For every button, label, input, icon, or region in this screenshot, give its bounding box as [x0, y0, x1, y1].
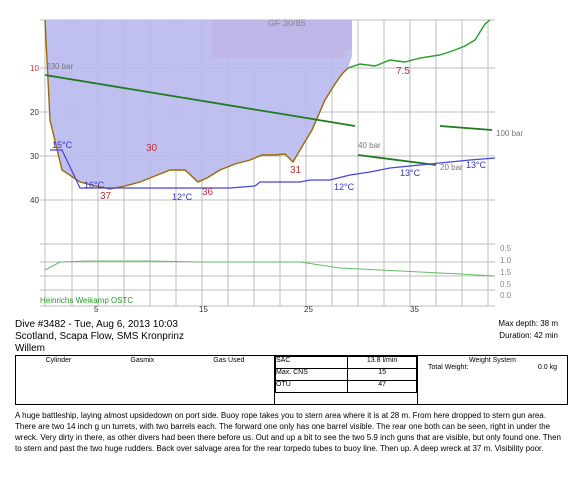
cns-label: Max. CNS [274, 368, 349, 381]
temp-label-1: 15°C [52, 140, 73, 150]
depth-label-31: 31 [290, 165, 302, 176]
tank-tick-5: 0.0 [500, 291, 512, 300]
temperature-line [50, 149, 496, 189]
dive-profile-chart [40, 19, 496, 307]
sac-value: 13.8 l/min [347, 356, 417, 369]
duration: Duration: 42 min [499, 331, 558, 340]
otu-label: OTU [274, 380, 349, 393]
tank-tick-1: 0.5 [500, 244, 512, 253]
gas-used-header: Gas Used [213, 357, 245, 364]
tank-tick-3: 1.5 [500, 268, 512, 277]
y-tick-40: 40 [30, 196, 39, 205]
cylinder-header: Cylinder [45, 357, 72, 364]
y-tick-10: 10 [30, 64, 39, 73]
temp-label-2: 16°C [84, 180, 105, 190]
dive-notes: A huge battleship, laying almost upsided… [15, 411, 561, 453]
max-depth: Max depth: 38 m [498, 319, 558, 328]
tank-tick-4: 0.5 [500, 280, 512, 289]
tank-pressure-lines [44, 74, 493, 166]
depth-area [45, 20, 352, 189]
depth-label-30: 30 [146, 143, 158, 154]
tank-line [44, 260, 496, 277]
dive-buddy: Willem [15, 343, 45, 354]
x-tick-35: 35 [410, 305, 419, 314]
x-tick-15: 15 [199, 305, 208, 314]
weight-section: Weight System Total Weight: 0.0 kg [417, 355, 568, 405]
gear-table: Cylinder Gasmix Gas Used SAC 13.8 l/min M… [15, 355, 568, 405]
sac-label: SAC [274, 356, 349, 369]
temp-label-4: 12°C [334, 182, 355, 192]
tank-tick-2: 1.0 [500, 256, 512, 265]
weight-label: Total Weight: [428, 364, 469, 371]
temp-label-5: 13°C [400, 168, 421, 178]
depth-label-7-5: 7.5 [396, 66, 410, 77]
y-tick-30: 30 [30, 152, 39, 161]
pressure-label-start: 230 bar [46, 62, 74, 71]
pressure-label-mid: 40 bar [358, 141, 381, 150]
dive-location: Scotland, Scapa Flow, SMS Kronprinz [15, 331, 184, 342]
temp-label-3: 12°C [172, 192, 193, 202]
gasmix-header: Gasmix [130, 357, 155, 364]
stats-section: SAC 13.8 l/min Max. CNS 15 OTU 47 [274, 355, 418, 405]
cns-value: 15 [347, 368, 417, 381]
weight-header: Weight System [469, 357, 516, 364]
y-tick-20: 20 [30, 108, 39, 117]
depth-line-top [347, 19, 491, 69]
pressure-label-tank2: 100 bar [496, 129, 524, 138]
dive-title: Dive #3482 - Tue, Aug 6, 2013 10:03 [15, 319, 178, 330]
x-tick-5: 5 [94, 305, 99, 314]
gf-label: GF 30/85 [268, 18, 306, 28]
x-tick-25: 25 [304, 305, 313, 314]
pressure-label-end: 20 bar [440, 163, 463, 172]
cylinder-section: Cylinder Gasmix Gas Used [15, 355, 275, 405]
depth-line [44, 19, 349, 190]
otu-value: 47 [347, 380, 417, 393]
depth-label-36: 36 [202, 187, 214, 198]
weight-value: 0.0 kg [537, 364, 557, 371]
footer-label: Heinrichs Weikamp OSTC [40, 296, 134, 305]
temp-label-6: 13°C [466, 160, 487, 170]
depth-label-37: 37 [100, 191, 112, 202]
